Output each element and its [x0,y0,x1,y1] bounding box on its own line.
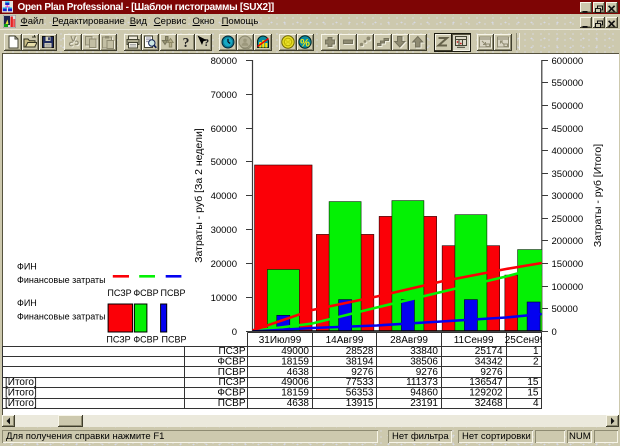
svg-text:ПСЗР: ПСЗР [218,346,245,357]
svg-text:40000: 40000 [211,191,237,202]
svg-text:9276: 9276 [351,367,374,378]
svg-text:18159: 18159 [281,356,309,367]
svg-text:150000: 150000 [552,259,584,270]
svg-text:ФСВР: ФСВР [133,335,158,345]
svg-text:18159: 18159 [281,388,309,399]
svg-text:300000: 300000 [552,191,584,202]
svg-text:38506: 38506 [410,356,438,367]
svg-text:28Авг99: 28Авг99 [390,335,428,346]
svg-text:60000: 60000 [211,124,237,135]
svg-text:ПСЗР: ПСЗР [218,377,245,388]
svg-text:2: 2 [533,356,539,367]
svg-text:ФИН: ФИН [17,298,37,308]
svg-text:%: % [300,37,310,49]
svg-text:38194: 38194 [346,356,374,367]
svg-text:450000: 450000 [552,124,584,135]
svg-text:49006: 49006 [281,377,309,388]
svg-text:ПСЗР: ПСЗР [107,288,131,298]
svg-text:25174: 25174 [475,346,503,357]
svg-text:ФСВР: ФСВР [133,288,158,298]
svg-text:11Сен99: 11Сен99 [454,335,494,346]
svg-text:111373: 111373 [406,377,438,388]
svg-text:[Итого]: [Итого] [5,388,37,399]
svg-text:15: 15 [527,377,539,388]
svg-text:136547: 136547 [469,377,503,388]
svg-text:4638: 4638 [287,367,310,378]
svg-text:?: ? [204,38,209,49]
svg-text:9276: 9276 [416,367,439,378]
svg-text:14Авг99: 14Авг99 [326,335,364,346]
svg-text:129202: 129202 [469,388,503,399]
svg-text:10000: 10000 [211,293,237,304]
svg-text:[Итого]: [Итого] [5,398,37,409]
svg-text:Финансовые затраты: Финансовые затраты [17,275,106,285]
svg-text:49000: 49000 [281,346,309,357]
svg-text:200000: 200000 [552,236,584,247]
svg-text:28528: 28528 [346,346,374,357]
svg-text:550000: 550000 [552,78,584,89]
svg-text:33840: 33840 [410,346,438,357]
svg-text:1: 1 [533,346,539,357]
svg-text:250000: 250000 [552,214,584,225]
svg-text:23191: 23191 [410,398,438,409]
svg-text:ПСВР: ПСВР [162,335,187,345]
svg-text:100000: 100000 [552,282,584,293]
svg-text:ПСВР: ПСВР [218,398,246,409]
svg-text:350000: 350000 [552,169,584,180]
svg-text:ПСЗР: ПСЗР [106,335,130,345]
svg-text:15: 15 [527,388,539,399]
svg-text:9276: 9276 [480,367,503,378]
svg-text:50000: 50000 [211,157,237,168]
svg-text:ПСВР: ПСВР [161,288,186,298]
svg-text:77533: 77533 [346,377,374,388]
svg-text:31Июл99: 31Июл99 [259,335,302,346]
svg-text:0: 0 [552,327,557,338]
svg-text:32468: 32468 [475,398,503,409]
svg-text:ФСВР: ФСВР [217,356,245,367]
svg-text:Финансовые затраты: Финансовые затраты [17,312,106,322]
svg-text:80000: 80000 [211,56,237,67]
svg-text:Затраты - руб [За 2 недели]: Затраты - руб [За 2 недели] [193,128,205,263]
svg-text:0: 0 [232,327,237,338]
svg-text:13915: 13915 [346,398,374,409]
svg-text:400000: 400000 [552,146,584,157]
svg-text:500000: 500000 [552,101,584,112]
svg-text:4: 4 [533,398,539,409]
svg-text:ФИН: ФИН [17,262,37,272]
svg-text:Затраты - руб [Итого]: Затраты - руб [Итого] [592,144,604,247]
svg-text:ПСВР: ПСВР [218,367,246,378]
svg-text:56353: 56353 [346,388,374,399]
svg-text:[Итого]: [Итого] [5,377,37,388]
svg-text:20000: 20000 [211,259,237,270]
svg-text:30000: 30000 [211,225,237,236]
svg-text:34342: 34342 [475,356,503,367]
svg-text:ФСВР: ФСВР [217,388,245,399]
svg-text:25Сен99: 25Сен99 [505,335,546,346]
svg-text:50000: 50000 [552,304,578,315]
svg-text:600000: 600000 [552,56,584,67]
svg-text:94860: 94860 [410,388,438,399]
svg-text:4638: 4638 [287,398,310,409]
svg-text:70000: 70000 [211,90,237,101]
svg-text:?: ? [182,35,189,49]
